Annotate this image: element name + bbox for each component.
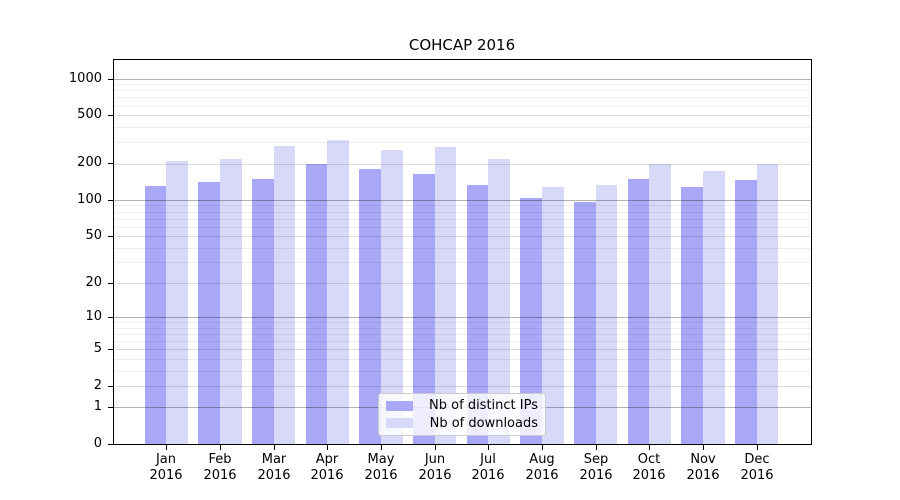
bar-distinct-ips bbox=[413, 173, 435, 444]
y-tick-mark bbox=[108, 317, 113, 318]
x-tick-label: Jul 2016 bbox=[471, 452, 505, 483]
bars-layer bbox=[114, 60, 811, 444]
x-tick-mark bbox=[435, 445, 436, 450]
x-tick-mark bbox=[274, 445, 275, 450]
y-tick-label: 500 bbox=[77, 107, 102, 122]
bar-distinct-ips bbox=[305, 163, 328, 444]
bar-downloads bbox=[381, 149, 403, 444]
y-tick-label: 5 bbox=[93, 341, 102, 356]
y-tick-mark bbox=[108, 79, 113, 80]
x-tick-label: Apr 2016 bbox=[310, 452, 344, 483]
legend-label-distinct-ips: Nb of distinct IPs bbox=[429, 398, 538, 414]
bar-distinct-ips bbox=[252, 179, 274, 444]
y-tick-mark bbox=[108, 163, 113, 164]
x-tick-label: Jan 2016 bbox=[149, 452, 183, 483]
legend-item-distinct-ips: Nb of distinct IPs bbox=[386, 398, 538, 413]
y-tick-label: 2 bbox=[93, 378, 102, 393]
x-tick-mark bbox=[381, 445, 382, 450]
legend-swatch-downloads bbox=[386, 418, 413, 429]
x-tick-mark bbox=[757, 445, 758, 450]
bar-downloads bbox=[166, 160, 188, 444]
bar-downloads bbox=[703, 170, 725, 444]
bar-downloads bbox=[649, 164, 671, 444]
bar-distinct-ips bbox=[627, 179, 650, 444]
y-tick-mark bbox=[108, 349, 113, 350]
bar-distinct-ips bbox=[466, 184, 489, 444]
legend-item-downloads: Nb of downloads bbox=[386, 416, 538, 431]
y-tick-label: 50 bbox=[85, 228, 102, 243]
bar-downloads bbox=[595, 185, 618, 444]
y-tick-label: 1000 bbox=[68, 71, 102, 86]
y-tick-mark bbox=[108, 444, 113, 445]
y-tick-mark bbox=[108, 386, 113, 387]
y-tick-label: 0 bbox=[93, 436, 102, 451]
y-tick-mark bbox=[108, 283, 113, 284]
x-tick-label: Dec 2016 bbox=[740, 452, 774, 483]
legend-swatch-distinct-ips bbox=[386, 400, 413, 411]
y-tick-label: 10 bbox=[85, 309, 102, 324]
bar-downloads bbox=[220, 158, 242, 444]
y-tick-label: 100 bbox=[77, 192, 102, 207]
x-tick-mark bbox=[703, 445, 704, 450]
x-tick-mark bbox=[542, 445, 543, 450]
x-tick-label: Jun 2016 bbox=[418, 452, 452, 483]
x-tick-mark bbox=[488, 445, 489, 450]
plot-area bbox=[113, 59, 812, 445]
y-tick-label: 20 bbox=[85, 275, 102, 290]
legend-label-downloads: Nb of downloads bbox=[429, 415, 538, 431]
bar-downloads bbox=[542, 187, 564, 444]
x-tick-label: Mar 2016 bbox=[257, 452, 291, 483]
x-tick-mark bbox=[220, 445, 221, 450]
x-tick-label: Sep 2016 bbox=[579, 452, 613, 483]
x-tick-label: Aug 2016 bbox=[525, 452, 559, 483]
bar-downloads bbox=[273, 146, 296, 444]
bar-distinct-ips bbox=[681, 186, 703, 444]
x-tick-mark bbox=[649, 445, 650, 450]
bar-downloads bbox=[327, 140, 349, 444]
y-tick-label: 200 bbox=[77, 155, 102, 170]
bar-distinct-ips bbox=[359, 168, 381, 444]
x-tick-label: Feb 2016 bbox=[203, 452, 237, 483]
y-tick-mark bbox=[108, 236, 113, 237]
x-tick-mark bbox=[166, 445, 167, 450]
y-tick-mark bbox=[108, 115, 113, 116]
bar-downloads bbox=[488, 158, 510, 444]
x-tick-mark bbox=[596, 445, 597, 450]
x-tick-label: Oct 2016 bbox=[632, 452, 666, 483]
x-tick-mark bbox=[327, 445, 328, 450]
bar-distinct-ips bbox=[144, 185, 167, 444]
bar-distinct-ips bbox=[735, 179, 757, 444]
bar-distinct-ips bbox=[574, 202, 596, 444]
y-tick-mark bbox=[108, 407, 113, 408]
bar-distinct-ips bbox=[520, 197, 542, 444]
x-tick-label: Nov 2016 bbox=[686, 452, 720, 483]
bar-downloads bbox=[756, 164, 779, 444]
x-tick-label: May 2016 bbox=[364, 452, 398, 483]
y-tick-mark bbox=[108, 200, 113, 201]
bar-distinct-ips bbox=[198, 181, 220, 444]
y-tick-label: 1 bbox=[93, 399, 102, 414]
chart-title: COHCAP 2016 bbox=[408, 36, 516, 54]
bar-downloads bbox=[434, 147, 457, 444]
legend: Nb of distinct IPs Nb of downloads bbox=[378, 393, 546, 436]
